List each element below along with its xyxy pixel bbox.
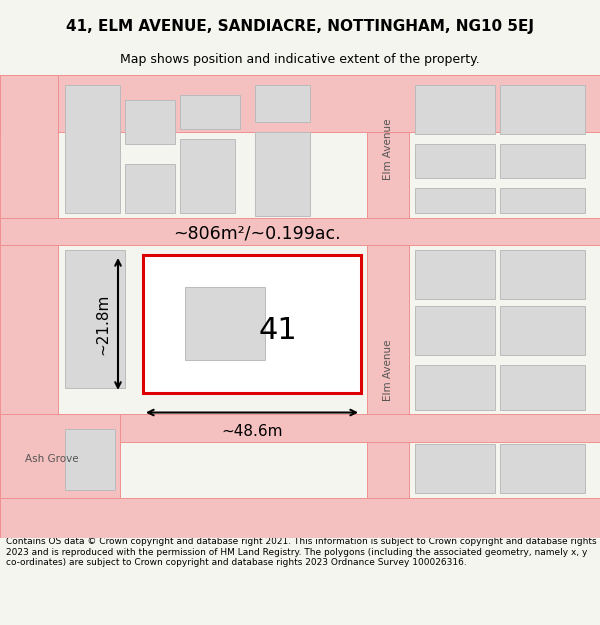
Bar (415, 188, 495, 213)
Bar (415, 365, 495, 409)
Polygon shape (0, 414, 120, 498)
Bar (0, 414, 600, 442)
Bar (500, 188, 585, 213)
Text: Elm Avenue: Elm Avenue (383, 339, 393, 401)
Bar (415, 85, 495, 134)
Bar (500, 444, 585, 493)
Text: Map shows position and indicative extent of the property.: Map shows position and indicative extent… (120, 52, 480, 66)
Text: ~806m²/~0.199ac.: ~806m²/~0.199ac. (173, 224, 341, 243)
Bar (415, 444, 495, 493)
Bar (255, 85, 310, 122)
Bar (0, 217, 600, 245)
Bar (0, 498, 600, 538)
Bar (180, 94, 240, 129)
Bar (65, 250, 125, 388)
Bar (65, 429, 115, 490)
Bar (500, 85, 585, 134)
Bar (125, 99, 175, 144)
Bar (125, 164, 175, 212)
Text: 41: 41 (259, 316, 298, 346)
Bar (500, 306, 585, 356)
Bar (367, 75, 409, 538)
Bar (500, 250, 585, 299)
Bar (143, 255, 361, 393)
Text: Contains OS data © Crown copyright and database right 2021. This information is : Contains OS data © Crown copyright and d… (6, 538, 596, 568)
Text: Ash Grove: Ash Grove (25, 454, 79, 464)
Text: ~48.6m: ~48.6m (221, 424, 283, 439)
Bar (255, 132, 310, 216)
Text: ~21.8m: ~21.8m (95, 293, 110, 354)
Bar (180, 139, 235, 212)
Bar (185, 287, 265, 361)
Text: Elm Avenue: Elm Avenue (383, 118, 393, 179)
Bar (415, 144, 495, 178)
Bar (0, 75, 58, 538)
Bar (500, 365, 585, 409)
Text: 41, ELM AVENUE, SANDIACRE, NOTTINGHAM, NG10 5EJ: 41, ELM AVENUE, SANDIACRE, NOTTINGHAM, N… (66, 19, 534, 34)
Bar (0, 75, 600, 132)
Bar (500, 144, 585, 178)
Bar (415, 306, 495, 356)
Bar (65, 85, 120, 212)
Bar (415, 250, 495, 299)
